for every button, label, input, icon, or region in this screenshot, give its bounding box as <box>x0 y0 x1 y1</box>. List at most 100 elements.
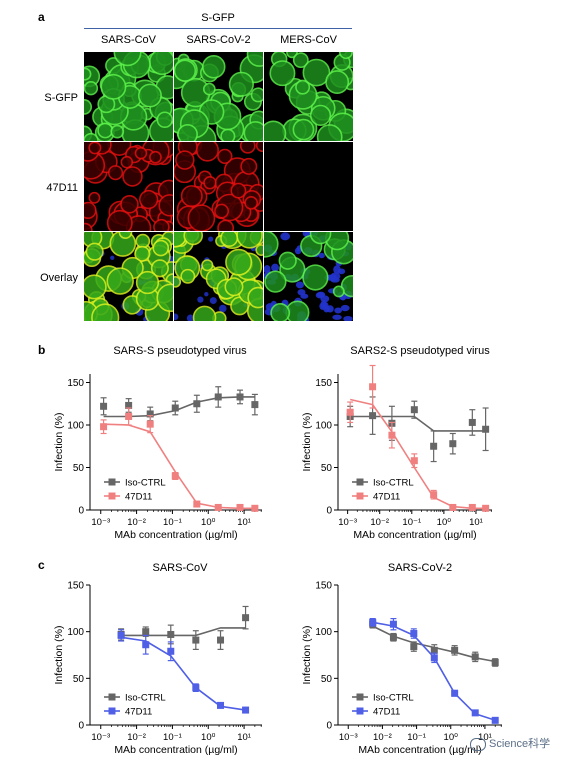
column-label-mers-cov: MERS-CoV <box>280 34 337 46</box>
x-axis-label: MAb concentration (µg/ml) <box>353 529 476 541</box>
legend-marker <box>356 478 364 486</box>
data-point <box>251 401 259 409</box>
micrograph-tile <box>264 142 353 231</box>
data-point <box>430 654 438 662</box>
data-point <box>468 503 476 511</box>
data-point <box>449 440 457 448</box>
data-point <box>214 393 222 401</box>
legend-marker <box>356 707 364 715</box>
fit-curve <box>120 636 246 711</box>
data-point <box>193 400 201 408</box>
panel-a-letter: a <box>38 10 45 24</box>
data-point <box>142 641 150 649</box>
legend-marker <box>108 492 116 500</box>
micrograph-tile <box>84 232 173 321</box>
micrograph-tile <box>264 232 353 321</box>
data-point <box>388 431 396 439</box>
y-tick-label: 50 <box>73 463 85 474</box>
data-point <box>171 472 179 480</box>
data-point <box>430 442 438 450</box>
data-point <box>100 402 108 410</box>
y-tick-label: 0 <box>78 721 84 732</box>
y-tick-label: 0 <box>326 721 332 732</box>
data-point <box>430 491 438 499</box>
group-header: S-GFP <box>201 12 235 24</box>
data-point <box>491 716 499 724</box>
y-tick-label: 50 <box>73 674 85 685</box>
x-tick-label: 10¹ <box>478 732 492 743</box>
x-tick-label: 10⁰ <box>437 517 452 528</box>
data-point <box>468 418 476 426</box>
data-point <box>389 620 397 628</box>
y-tick-label: 100 <box>315 627 332 638</box>
data-point <box>236 393 244 401</box>
wechat-icon <box>470 737 486 751</box>
micrograph-tile <box>174 142 263 231</box>
data-point <box>482 425 490 433</box>
data-point <box>142 628 150 636</box>
x-tick-label: 10⁻¹ <box>163 517 182 528</box>
chart-title-c2: SARS-CoV-2 <box>387 562 453 574</box>
fit-curve <box>121 627 246 637</box>
data-point <box>125 413 133 420</box>
micrograph-tile <box>174 232 263 321</box>
chart-title-b2: SARS2-S pseudotyped virus <box>350 345 490 357</box>
y-axis-label: Infection (%) <box>53 626 65 685</box>
data-point <box>217 636 225 644</box>
row-label-47d11: 47D11 <box>46 182 78 194</box>
y-tick-label: 100 <box>67 421 84 432</box>
y-tick-label: 150 <box>315 581 332 592</box>
x-tick-label: 10⁻² <box>373 732 392 743</box>
data-point <box>491 658 499 666</box>
data-point <box>369 412 377 420</box>
legend-label: 47D11 <box>125 492 152 503</box>
data-point <box>146 410 154 418</box>
legend-marker <box>356 693 364 701</box>
x-axis-label: MAb concentration (µg/ml) <box>114 744 237 756</box>
x-tick-label: 10⁰ <box>201 517 216 528</box>
x-tick-label: 10⁻² <box>370 517 389 528</box>
watermark: Science科学 <box>470 735 550 751</box>
y-tick-label: 100 <box>67 627 84 638</box>
x-tick-label: 10⁻¹ <box>407 732 426 743</box>
data-point <box>217 701 225 709</box>
data-point <box>242 614 250 622</box>
y-tick-label: 150 <box>67 378 84 389</box>
panel-c-letter: c <box>38 558 45 572</box>
data-point <box>346 408 354 416</box>
column-label-sars-cov: SARS-CoV <box>100 34 157 46</box>
data-point <box>100 423 108 431</box>
data-point <box>146 420 154 428</box>
y-tick-label: 150 <box>67 581 84 592</box>
x-axis-label: MAb concentration (µg/ml) <box>114 529 237 541</box>
data-point <box>449 503 457 511</box>
data-point <box>410 630 418 638</box>
fit-curve <box>103 396 255 418</box>
y-tick-label: 0 <box>326 506 332 517</box>
data-point <box>410 457 418 465</box>
legend-marker <box>356 492 364 500</box>
x-tick-label: 10⁻² <box>127 517 146 528</box>
legend-label: Iso-CTRL <box>373 478 414 489</box>
data-point <box>369 618 377 626</box>
y-tick-label: 0 <box>78 506 84 517</box>
chart-title-c1: SARS-CoV <box>152 562 208 574</box>
data-point <box>410 643 418 651</box>
data-point <box>451 689 459 697</box>
legend-label: 47D11 <box>125 707 152 718</box>
x-tick-label: 10⁻³ <box>338 517 357 528</box>
data-point <box>471 653 479 661</box>
micrograph-grid <box>84 52 353 321</box>
data-point <box>482 504 490 512</box>
micrograph-tile <box>84 52 173 141</box>
data-point <box>167 630 175 638</box>
data-point <box>125 401 133 409</box>
x-tick-label: 10⁰ <box>201 732 216 743</box>
data-point <box>214 503 222 511</box>
data-point <box>192 684 200 692</box>
row-label-s-gfp: S-GFP <box>44 92 78 104</box>
data-point <box>251 504 259 512</box>
